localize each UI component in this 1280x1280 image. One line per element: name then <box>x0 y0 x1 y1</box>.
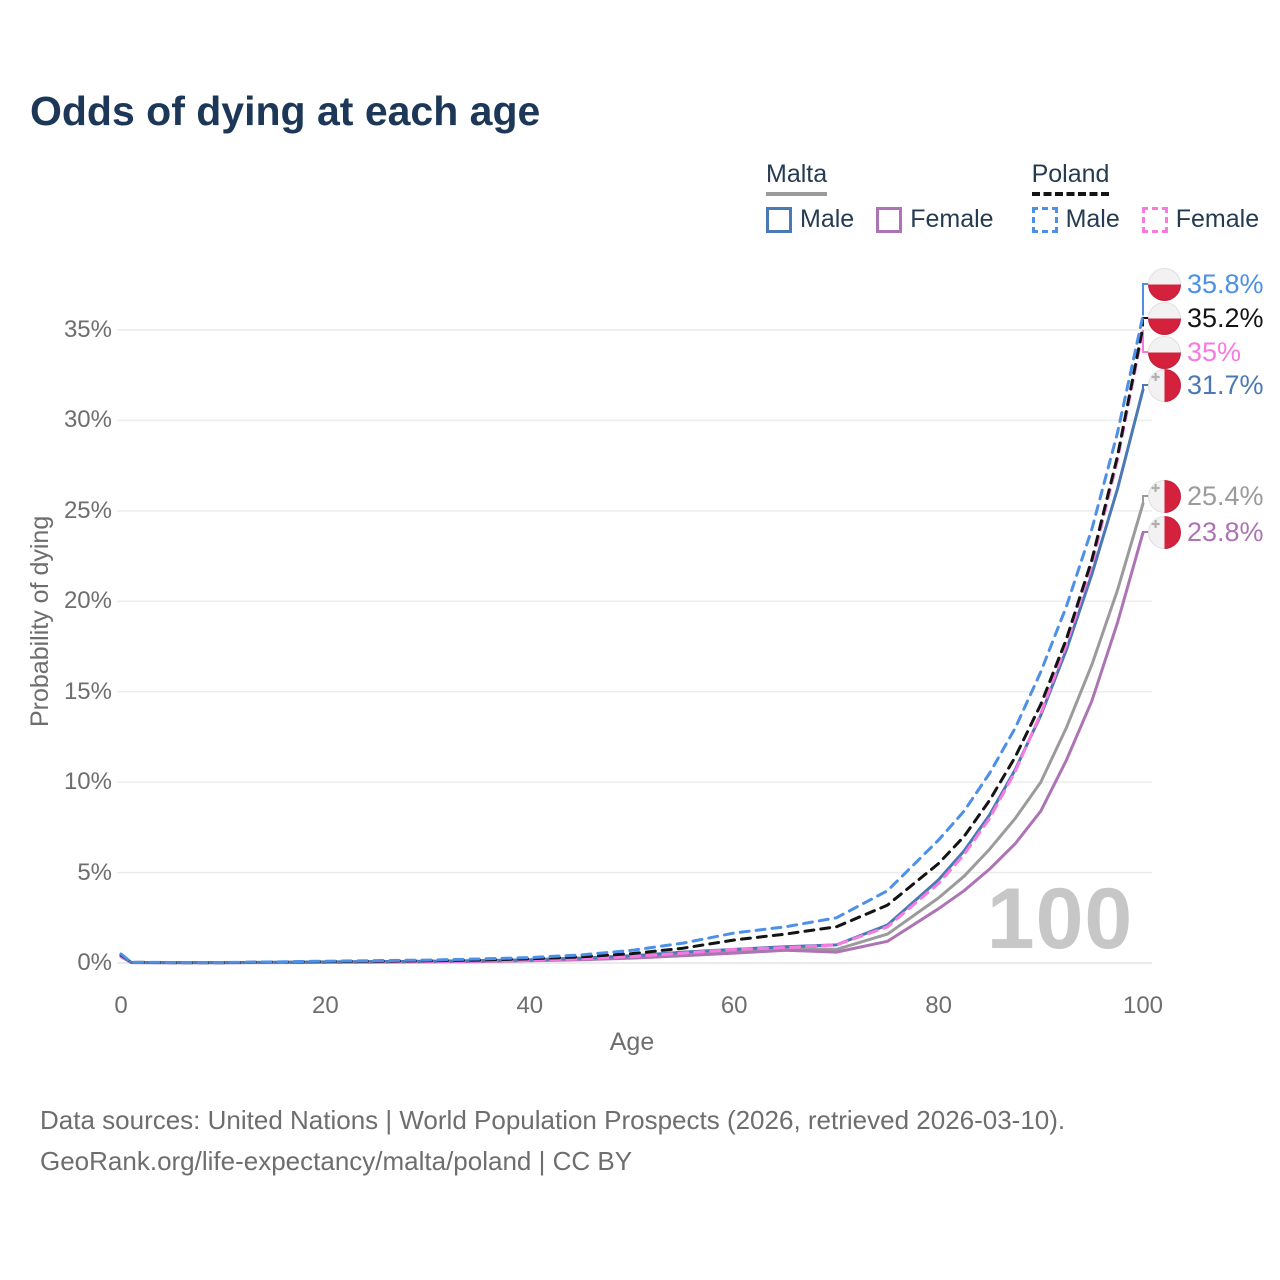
legend-swatch-malta-male <box>766 206 792 233</box>
end-value-malta_male: 31.7% <box>1187 369 1264 400</box>
y-tick-label: 25% <box>63 496 112 524</box>
end-value-poland_total: 35.2% <box>1187 302 1264 333</box>
series-line-malta_total <box>119 502 1145 965</box>
x-tick-label: 80 <box>925 992 952 1019</box>
legend-item-label: Female <box>910 205 994 233</box>
legend-group-poland: Poland Male Female <box>1031 160 1260 234</box>
series-line-poland_male <box>119 314 1145 964</box>
y-tick-label: 20% <box>63 587 112 615</box>
malta-flag-icon <box>1148 479 1181 513</box>
legend-item-label: Male <box>800 205 855 233</box>
y-tick-label: 15% <box>63 677 112 705</box>
legend-item-poland-female[interactable]: Female <box>1141 205 1260 234</box>
x-tick-label: 40 <box>516 992 544 1019</box>
legend: Malta Male Female Poland Male <box>766 160 1259 234</box>
legend-swatch-poland-female <box>1141 206 1168 233</box>
y-tick-label: 0% <box>77 949 112 976</box>
leader-line-poland_male <box>1142 283 1150 316</box>
license-line: GeoRank.org/life-expectancy/malta/poland… <box>40 1146 633 1176</box>
malta-flag-icon <box>1148 368 1181 402</box>
y-tick-label: 10% <box>63 768 112 796</box>
end-label-malta_total: 25.4% <box>1148 479 1264 513</box>
end-label-poland_male: 35.8% <box>1148 267 1264 301</box>
series-line-malta_female <box>119 531 1145 965</box>
x-tick-label: 60 <box>720 992 748 1019</box>
end-label-poland_female: 35% <box>1148 335 1241 369</box>
malta-flag-icon <box>1148 515 1181 549</box>
series-line-malta_male <box>119 388 1145 965</box>
page-title: Odds of dying at each age <box>30 88 541 134</box>
legend-item-poland-male[interactable]: Male <box>1031 205 1120 234</box>
legend-group-label-malta: Malta <box>766 160 828 196</box>
legend-swatch-malta-female <box>876 206 903 233</box>
legend-item-label: Male <box>1065 205 1120 233</box>
legend-item-malta-male[interactable]: Male <box>766 205 854 234</box>
leader-line-poland_female <box>1142 330 1150 353</box>
end-label-poland_total: 35.2% <box>1148 301 1264 335</box>
y-tick-label: 35% <box>63 316 112 343</box>
end-label-malta_male: 31.7% <box>1148 368 1264 402</box>
legend-swatch-poland-male <box>1031 206 1058 233</box>
x-tick-label: 0 <box>114 992 128 1019</box>
end-value-malta_female: 23.8% <box>1187 516 1264 547</box>
y-tick-label: 5% <box>77 858 112 886</box>
legend-item-malta-female[interactable]: Female <box>876 205 994 234</box>
poland-flag-icon <box>1148 335 1181 369</box>
legend-group-label-poland: Poland <box>1031 160 1110 196</box>
x-tick-label: 100 <box>1122 992 1164 1019</box>
x-axis-title: Age <box>609 1028 655 1056</box>
poland-flag-icon <box>1148 267 1181 301</box>
end-value-malta_total: 25.4% <box>1187 480 1264 511</box>
legend-item-label: Female <box>1175 205 1260 233</box>
y-tick-label: 30% <box>63 406 112 434</box>
footer-attribution: Data sources: United Nations | World Pop… <box>40 1100 1065 1182</box>
end-label-malta_female: 23.8% <box>1148 515 1264 549</box>
age-counter-watermark: 100 <box>986 871 1134 967</box>
x-tick-label: 20 <box>312 992 339 1019</box>
end-value-poland_female: 35% <box>1187 336 1242 367</box>
end-value-poland_male: 35.8% <box>1187 268 1264 299</box>
data-source-line: Data sources: United Nations | World Pop… <box>40 1105 1066 1135</box>
poland-flag-icon <box>1148 301 1181 335</box>
y-axis-title: Probability of dying <box>26 515 54 727</box>
legend-group-malta: Malta Male Female <box>766 160 994 234</box>
